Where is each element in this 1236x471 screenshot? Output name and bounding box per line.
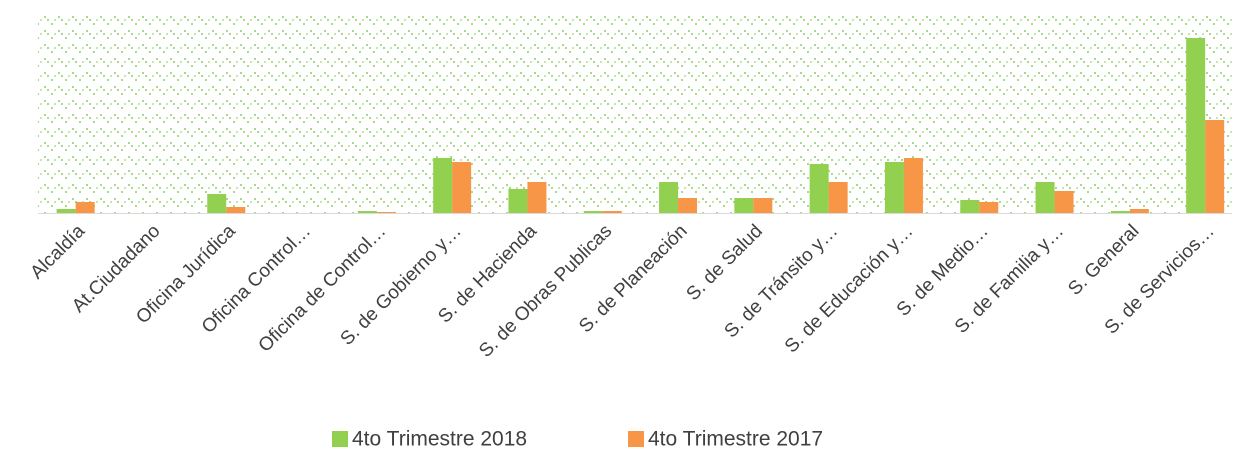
x-tick-label: S. de Obras Publicas (475, 221, 616, 362)
bar (1129, 209, 1149, 213)
bar (1054, 191, 1074, 213)
bar (1110, 211, 1130, 213)
bar (583, 211, 603, 213)
bar (678, 198, 698, 213)
x-tick-label: Oficina de Control… (255, 221, 391, 357)
bar (433, 158, 453, 213)
bar (508, 189, 528, 213)
x-tick-label: S. de Salud (683, 221, 767, 305)
bar (527, 182, 547, 213)
bar (734, 198, 754, 213)
bar (207, 194, 227, 213)
x-tick-label: S. General (1064, 221, 1143, 300)
bar (1035, 182, 1055, 213)
bar (602, 211, 622, 213)
legend-label: 4to Trimestre 2018 (352, 428, 527, 451)
bar (357, 211, 377, 213)
bar (1205, 120, 1225, 213)
bar (828, 182, 848, 213)
bar (903, 158, 923, 213)
bar (1186, 38, 1206, 213)
legend-label: 4to Trimestre 2017 (648, 428, 823, 451)
bar (56, 209, 76, 213)
bar (884, 162, 904, 213)
bar (979, 202, 999, 213)
bar (659, 182, 679, 213)
bar (753, 198, 773, 213)
legend-swatch (628, 431, 644, 447)
bar (809, 164, 829, 213)
bar (226, 207, 246, 213)
bar (75, 202, 95, 213)
bar (376, 212, 396, 213)
plot-area (38, 14, 1232, 213)
x-tick-label: S. de Educación y… (781, 221, 918, 358)
legend-swatch (332, 431, 348, 447)
x-tick-label: Alcaldía (27, 220, 90, 283)
bar (960, 200, 980, 213)
bar (452, 162, 472, 213)
